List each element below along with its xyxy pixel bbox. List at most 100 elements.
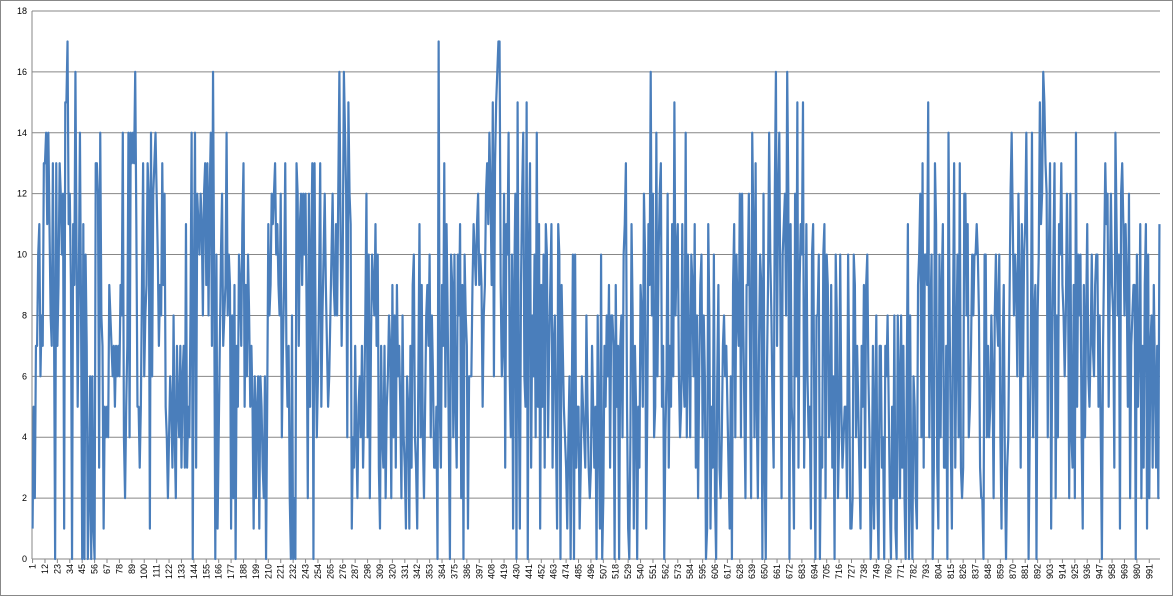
x-tick-label: 727	[846, 564, 856, 579]
x-tick-label: 925	[1070, 564, 1080, 579]
x-tick-label: 386	[462, 564, 472, 579]
x-tick-label: 452	[536, 564, 546, 579]
x-tick-label: 881	[1020, 564, 1030, 579]
x-tick-label: 254	[313, 564, 323, 579]
x-tick-label: 947	[1095, 564, 1105, 579]
x-tick-label: 67	[102, 564, 112, 574]
x-tick-label: 573	[673, 564, 683, 579]
x-tick-label: 507	[598, 564, 608, 579]
x-tick-label: 980	[1132, 564, 1142, 579]
x-tick-label: 375	[449, 564, 459, 579]
y-tick-label: 4	[22, 432, 27, 442]
x-tick-label: 617	[722, 564, 732, 579]
x-tick-label: 199	[251, 564, 261, 579]
y-tick-label: 8	[22, 310, 27, 320]
x-tick-label: 298	[363, 564, 373, 579]
y-tick-label: 18	[17, 6, 27, 16]
x-tick-label: 650	[760, 564, 770, 579]
x-tick-label: 771	[896, 564, 906, 579]
x-tick-label: 903	[1045, 564, 1055, 579]
x-tick-label: 34	[65, 564, 75, 574]
x-tick-label: 661	[772, 564, 782, 579]
x-tick-label: 474	[561, 564, 571, 579]
x-tick-label: 78	[114, 564, 124, 574]
x-tick-label: 683	[797, 564, 807, 579]
x-tick-label: 540	[636, 564, 646, 579]
x-tick-label: 342	[412, 564, 422, 579]
x-tick-label: 100	[139, 564, 149, 579]
x-tick-label: 265	[325, 564, 335, 579]
x-tick-label: 177	[226, 564, 236, 579]
x-tick-label: 529	[623, 564, 633, 579]
x-tick-label: 364	[437, 564, 447, 579]
x-tick-label: 496	[586, 564, 596, 579]
x-tick-label: 23	[52, 564, 62, 574]
x-tick-label: 969	[1119, 564, 1129, 579]
x-tick-label: 859	[995, 564, 1005, 579]
x-tick-label: 430	[511, 564, 521, 579]
x-tick-label: 485	[574, 564, 584, 579]
x-tick-label: 815	[946, 564, 956, 579]
x-tick-label: 155	[201, 564, 211, 579]
x-tick-label: 166	[214, 564, 224, 579]
x-tick-label: 793	[921, 564, 931, 579]
x-tick-label: 672	[784, 564, 794, 579]
x-tick-label: 518	[611, 564, 621, 579]
data-line	[31, 40, 1161, 561]
x-tick-label: 551	[648, 564, 658, 579]
x-tick-label: 408	[487, 564, 497, 579]
x-tick-label: 991	[1144, 564, 1154, 579]
x-tick-label: 705	[822, 564, 832, 579]
x-tick-label: 914	[1057, 564, 1067, 579]
x-tick-label: 892	[1033, 564, 1043, 579]
x-tick-label: 936	[1082, 564, 1092, 579]
x-tick-label: 782	[909, 564, 919, 579]
x-tick-label: 287	[350, 564, 360, 579]
x-tick-label: 562	[660, 564, 670, 579]
x-tick-label: 133	[176, 564, 186, 579]
x-tick-label: 89	[127, 564, 137, 574]
x-tick-label: 804	[933, 564, 943, 579]
x-tick-label: 749	[871, 564, 881, 579]
x-tick-label: 441	[524, 564, 534, 579]
x-tick-label: 232	[288, 564, 298, 579]
x-tick-label: 353	[425, 564, 435, 579]
y-tick-label: 14	[17, 128, 27, 138]
x-tick-label: 628	[735, 564, 745, 579]
y-tick-label: 2	[22, 493, 27, 503]
x-tick-label: 1	[28, 564, 38, 569]
x-tick-label: 111	[152, 564, 162, 578]
x-tick-label: 243	[301, 564, 311, 579]
x-tick-label: 760	[884, 564, 894, 579]
x-tick-label: 606	[710, 564, 720, 579]
x-tick-label: 331	[400, 564, 410, 579]
x-tick-label: 595	[698, 564, 708, 579]
y-tick-label: 16	[17, 67, 27, 77]
x-tick-label: 221	[276, 564, 286, 579]
x-tick-label: 870	[1008, 564, 1018, 579]
x-tick-label: 738	[859, 564, 869, 579]
x-tick-label: 188	[239, 564, 249, 579]
x-tick-label: 463	[549, 564, 559, 579]
x-tick-label: 320	[387, 564, 397, 579]
x-tick-label: 309	[375, 564, 385, 579]
x-tick-label: 397	[474, 564, 484, 579]
y-tick-label: 0	[22, 554, 27, 564]
x-tick-label: 837	[971, 564, 981, 579]
x-tick-label: 958	[1107, 564, 1117, 579]
x-tick-label: 56	[90, 564, 100, 574]
y-tick-label: 12	[17, 189, 27, 199]
y-tick-label: 10	[17, 250, 27, 260]
x-tick-label: 826	[958, 564, 968, 579]
x-tick-label: 694	[809, 564, 819, 579]
y-tick-label: 6	[22, 371, 27, 381]
x-tick-label: 210	[263, 564, 273, 579]
x-tick-label: 12	[40, 564, 50, 574]
x-tick-label: 419	[499, 564, 509, 579]
x-tick-label: 45	[77, 564, 87, 574]
x-tick-label: 122	[164, 564, 174, 579]
x-tick-label: 144	[189, 564, 199, 579]
x-tick-label: 716	[834, 564, 844, 579]
